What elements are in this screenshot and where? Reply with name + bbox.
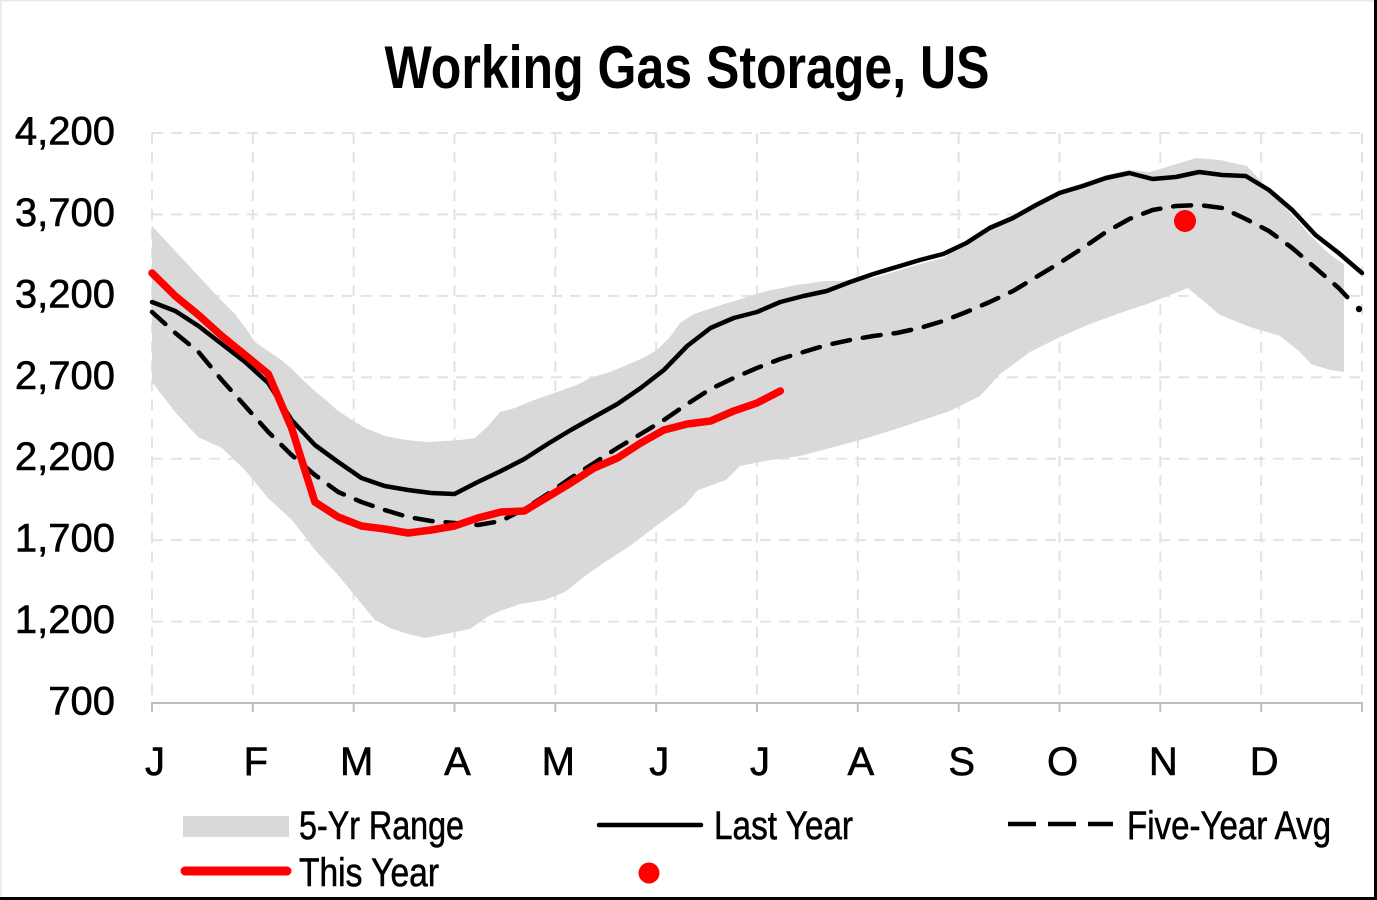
svg-text:3,700: 3,700 (15, 191, 115, 235)
svg-text:Working Gas Storage, US: Working Gas Storage, US (385, 34, 990, 101)
svg-text:N: N (1149, 740, 1178, 784)
svg-text:700: 700 (48, 680, 115, 724)
svg-text:4,200: 4,200 (15, 110, 115, 154)
svg-text:Five-Year Avg: Five-Year Avg (1127, 804, 1331, 848)
svg-text:Last Year: Last Year (714, 804, 853, 848)
svg-text:D: D (1250, 740, 1279, 784)
svg-text:J: J (750, 740, 770, 784)
svg-text:M: M (340, 740, 373, 784)
svg-text:5-Yr Range: 5-Yr Range (299, 804, 464, 848)
svg-text:A: A (847, 740, 874, 784)
svg-text:3,200: 3,200 (15, 272, 115, 316)
svg-text:2,700: 2,700 (15, 354, 115, 398)
svg-text:1,700: 1,700 (15, 517, 115, 561)
svg-text:O: O (1047, 740, 1078, 784)
svg-text:J: J (145, 740, 165, 784)
svg-text:This Year: This Year (299, 851, 439, 895)
svg-text:M: M (542, 740, 575, 784)
svg-text:1,200: 1,200 (15, 598, 115, 642)
svg-text:F: F (244, 740, 268, 784)
svg-text:S: S (948, 740, 975, 784)
svg-text:A: A (444, 740, 471, 784)
svg-text:2,200: 2,200 (15, 435, 115, 479)
svg-text:J: J (649, 740, 669, 784)
